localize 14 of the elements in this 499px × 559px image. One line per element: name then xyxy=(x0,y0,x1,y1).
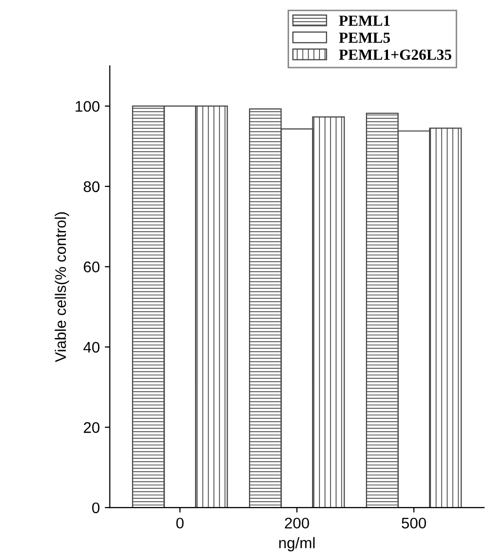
x-tick-label: 0 xyxy=(176,518,184,529)
x-axis-title: ng/ml xyxy=(279,537,315,552)
legend-label: PEML5 xyxy=(339,32,390,43)
y-tick-label: 100 xyxy=(76,100,100,112)
y-tick-label: 60 xyxy=(84,262,100,272)
legend-label: PEML1+G26L35 xyxy=(339,50,452,60)
y-tick-label: 0 xyxy=(92,502,100,514)
y-axis-title: Viable cells(% control) xyxy=(54,212,70,362)
y-tick-label: 40 xyxy=(83,342,100,353)
y-tick-label: 80 xyxy=(84,181,100,192)
legend-label: PEML1 xyxy=(339,16,390,26)
x-tick-label: 500 xyxy=(402,518,426,529)
x-tick-label: 200 xyxy=(284,518,310,529)
y-tick-label: 20 xyxy=(84,422,100,433)
